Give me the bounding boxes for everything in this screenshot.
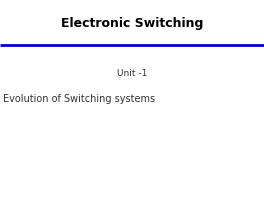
Text: Evolution of Switching systems: Evolution of Switching systems [3,94,155,104]
Text: Unit -1: Unit -1 [117,69,147,78]
Text: Electronic Switching: Electronic Switching [61,17,203,30]
